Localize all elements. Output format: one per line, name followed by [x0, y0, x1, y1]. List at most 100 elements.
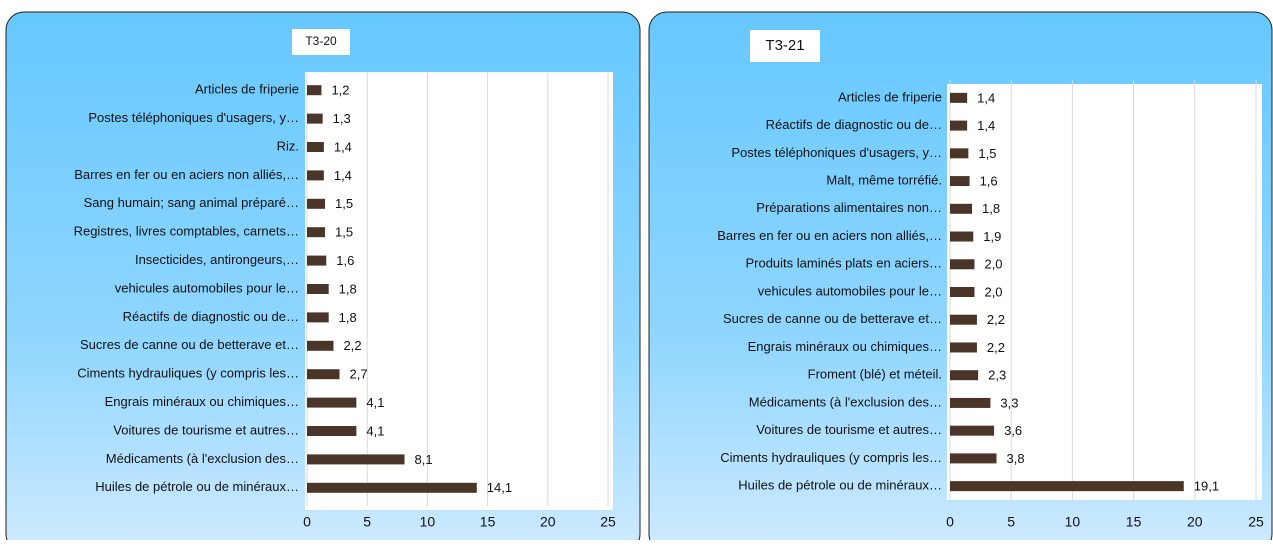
data-label: 1,4	[977, 90, 995, 105]
data-label: 2,2	[987, 340, 1005, 355]
bar	[950, 425, 995, 436]
x-tick-label: 5	[363, 514, 371, 530]
bar	[307, 369, 340, 380]
data-label: 1,5	[335, 196, 353, 211]
x-tick-label: 20	[540, 514, 556, 530]
y-tick-label: Postes téléphoniques d'usagers, y…	[731, 145, 942, 160]
bar	[950, 259, 975, 270]
x-tick-label: 25	[1248, 514, 1264, 530]
x-tick-label: 15	[1126, 514, 1142, 530]
y-tick-label: Articles de friperie	[838, 89, 942, 104]
data-label: 2,3	[988, 368, 1006, 383]
data-label: 14,1	[487, 480, 512, 495]
y-tick-label: vehicules automobiles pour le…	[758, 283, 942, 298]
bar	[307, 340, 334, 351]
bar	[307, 482, 477, 493]
x-tick-label: 5	[1007, 514, 1015, 530]
y-tick-label: vehicules automobiles pour le…	[115, 280, 299, 295]
bar	[307, 113, 323, 124]
y-tick-label: Froment (blé) et méteil.	[808, 367, 942, 382]
x-tick-label: 10	[420, 514, 436, 530]
data-label: 1,4	[977, 118, 995, 133]
data-label: 4,1	[366, 423, 384, 438]
data-label: 1,3	[333, 111, 351, 126]
x-tick-label: 10	[1065, 514, 1081, 530]
y-tick-label: Médicaments (à l'exclusion des…	[106, 451, 299, 466]
bar	[307, 85, 322, 96]
data-label: 1,6	[336, 253, 354, 268]
data-label: 2,0	[984, 284, 1002, 299]
bar	[950, 148, 969, 159]
x-tick-label: 25	[600, 514, 616, 530]
data-label: 3,3	[1000, 395, 1018, 410]
data-label: 1,5	[978, 146, 996, 161]
bar	[950, 453, 997, 464]
y-tick-label: Engrais minéraux ou chimiques…	[748, 339, 942, 354]
data-label: 2,0	[984, 257, 1002, 272]
data-label: 1,8	[982, 201, 1000, 216]
y-tick-label: Ciments hydrauliques (y compris les…	[77, 366, 299, 381]
bar	[307, 397, 357, 408]
y-tick-label: Barres en fer ou en aciers non alliés,…	[74, 167, 299, 182]
y-tick-label: Réactifs de diagnostic ou de…	[123, 309, 299, 324]
data-label: 2,7	[350, 367, 368, 382]
data-label: 1,4	[334, 139, 352, 154]
bar	[307, 255, 327, 266]
bar	[950, 342, 977, 353]
bar	[307, 284, 329, 294]
data-label: 1,9	[983, 229, 1001, 244]
data-label: 19,1	[1194, 479, 1219, 494]
bar	[950, 92, 968, 103]
bar	[307, 426, 357, 436]
y-tick-label: Préparations alimentaires non…	[756, 200, 942, 215]
y-tick-label: Voitures de tourisme et autres…	[756, 422, 942, 437]
bar	[950, 287, 975, 297]
bar	[950, 120, 968, 131]
bar	[950, 481, 1184, 492]
bar	[950, 203, 973, 214]
y-tick-label: Postes téléphoniques d'usagers, y…	[88, 110, 299, 125]
y-tick-label: Huiles de pétrole ou de minéraux…	[738, 478, 942, 493]
x-tick-label: 20	[1187, 514, 1203, 530]
y-tick-label: Sang humain; sang animal préparé…	[84, 195, 299, 210]
bar	[307, 170, 324, 181]
y-tick-label: Médicaments (à l'exclusion des…	[749, 394, 942, 409]
data-label: 1,4	[334, 168, 352, 183]
x-tick-label: 15	[480, 514, 496, 530]
bar	[307, 312, 329, 323]
y-tick-label: Réactifs de diagnostic ou de…	[766, 117, 942, 132]
data-label: 1,6	[980, 174, 998, 189]
y-tick-label: Articles de friperie	[195, 82, 299, 97]
plot-area	[305, 72, 613, 510]
data-label: 3,8	[1007, 451, 1025, 466]
bar	[950, 314, 977, 325]
x-tick-label: 0	[303, 514, 311, 530]
y-tick-label: Sucres de canne ou de betterave et…	[723, 311, 942, 326]
y-tick-label: Registres, livres comptables, carnets…	[74, 224, 299, 239]
y-tick-label: Malt, même torréfié.	[826, 173, 942, 188]
data-label: 2,2	[343, 338, 361, 353]
y-tick-label: Insecticides, antirongeurs,…	[135, 252, 299, 267]
x-tick-label: 0	[946, 514, 954, 530]
y-tick-label: Engrais minéraux ou chimiques…	[105, 394, 299, 409]
y-tick-label: Produits laminés plats en aciers…	[745, 256, 942, 271]
data-label: 1,8	[339, 281, 357, 296]
y-tick-label: Ciments hydrauliques (y compris les…	[720, 450, 942, 465]
bar	[307, 227, 326, 238]
title-box	[292, 29, 350, 55]
data-label: 8,1	[415, 452, 433, 467]
chart-title: T3-21	[765, 37, 804, 54]
plot-area	[947, 84, 1262, 500]
data-label: 1,8	[339, 310, 357, 325]
y-tick-label: Huiles de pétrole ou de minéraux…	[95, 479, 299, 494]
bar	[950, 397, 991, 408]
data-label: 4,1	[366, 395, 384, 410]
y-tick-label: Barres en fer ou en aciers non alliés,…	[717, 228, 942, 243]
y-tick-label: Voitures de tourisme et autres…	[113, 422, 299, 437]
bar	[307, 454, 405, 465]
bar	[950, 231, 974, 242]
bar	[307, 142, 324, 152]
chart-title: T3-20	[305, 34, 337, 48]
y-tick-label: Sucres de canne ou de betterave et…	[80, 337, 299, 352]
